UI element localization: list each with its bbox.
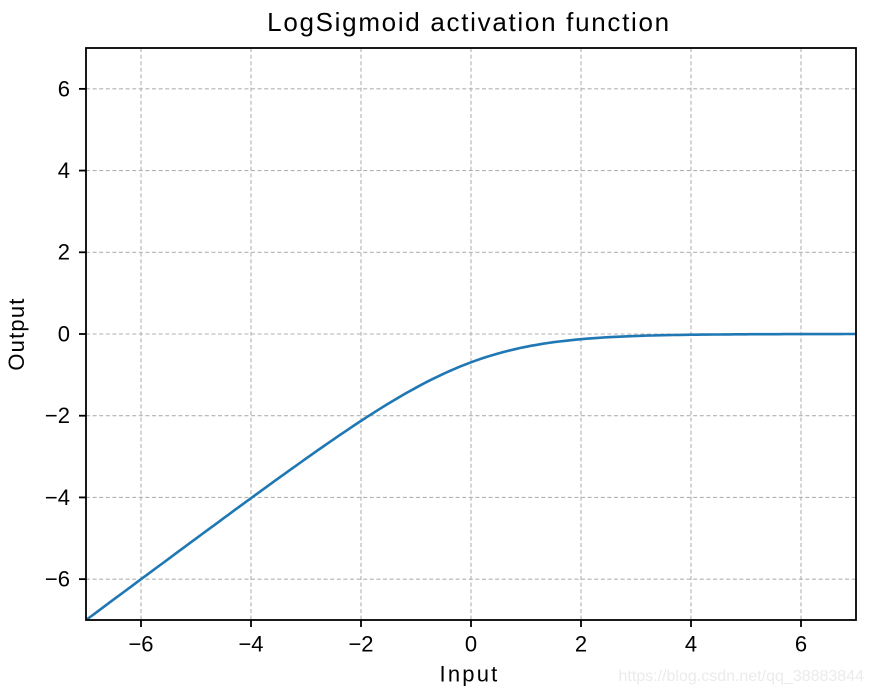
svg-text:LogSigmoid activation function: LogSigmoid activation function [267,7,671,37]
svg-text:Output: Output [4,297,29,370]
svg-text:4: 4 [685,632,697,657]
svg-text:Input: Input [440,661,500,686]
svg-text:https://blog.csdn.net/qq_38883: https://blog.csdn.net/qq_38883844 [618,668,864,685]
svg-text:−4: −4 [238,632,263,657]
svg-text:−2: −2 [45,403,70,428]
svg-text:2: 2 [575,632,587,657]
svg-text:0: 0 [58,321,70,346]
svg-text:−6: −6 [45,567,70,592]
svg-text:6: 6 [58,76,70,101]
svg-text:6: 6 [795,632,807,657]
svg-text:−2: −2 [348,632,373,657]
svg-text:2: 2 [58,240,70,265]
svg-text:−4: −4 [45,485,70,510]
svg-text:−6: −6 [128,632,153,657]
svg-text:0: 0 [465,632,477,657]
svg-text:4: 4 [58,158,70,183]
